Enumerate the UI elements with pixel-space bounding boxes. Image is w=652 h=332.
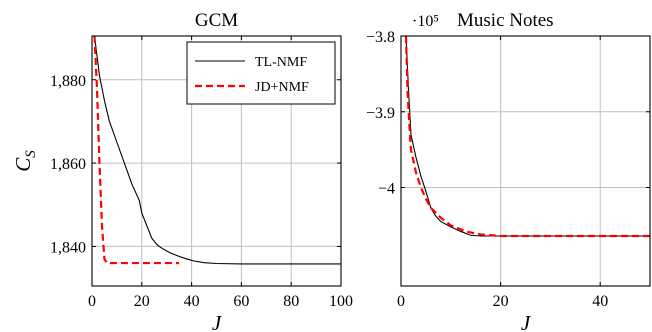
legend-label: JD+NMF <box>255 80 309 95</box>
legend-label: TL-NMF <box>255 55 307 70</box>
x-tick-label: 20 <box>134 293 150 310</box>
ticks-gcm: 0 20 40 60 80 100 1,840 1,860 1,880 <box>50 36 353 310</box>
legend-box <box>186 41 336 105</box>
chart-music-notes: 0 20 40 −3.8 −3.9 −4 Music Notes ·10⁵ J <box>366 10 651 332</box>
chart-title-music-notes: Music Notes <box>457 10 554 31</box>
x-tick-label: 0 <box>397 293 405 310</box>
chart-title-gcm: GCM <box>195 10 238 31</box>
y-tick-label: −3.8 <box>366 29 395 46</box>
y-tick-label: 1,880 <box>50 73 86 90</box>
x-tick-label: 40 <box>184 293 200 310</box>
series-group-gcm <box>93 35 341 265</box>
chart-gcm: 0 20 40 60 80 100 1,840 1,860 1,880 GCM J CS TL-… <box>11 10 353 332</box>
y-scale-factor-label: ·10⁵ <box>412 13 439 30</box>
y-axis-label-gcm: CS <box>11 150 39 172</box>
y-tick-label: −4 <box>378 181 395 198</box>
series-line-jd-nmf <box>404 35 650 238</box>
y-tick-label: 1,860 <box>50 156 86 173</box>
grid-music-notes <box>400 35 650 286</box>
plot-frame-music-notes <box>400 35 651 287</box>
x-tick-label: 100 <box>329 293 353 310</box>
y-tick-label: −3.9 <box>366 105 395 122</box>
ticks-music-notes: 0 20 40 −3.8 −3.9 −4 <box>366 29 650 310</box>
series-group-music-notes <box>404 35 650 238</box>
legend: TL-NMF JD+NMF <box>186 41 336 105</box>
series-line-tl-nmf <box>93 35 341 265</box>
x-tick-label: 20 <box>493 293 509 310</box>
x-axis-label-gcm: J <box>212 311 223 332</box>
y-tick-label: 1,840 <box>50 239 86 256</box>
plot-frame-gcm <box>91 35 342 287</box>
x-tick-label: 40 <box>592 293 608 310</box>
x-tick-label: 60 <box>233 293 249 310</box>
series-line-jd-nmf <box>93 35 180 265</box>
series-line-tl-nmf <box>405 35 650 237</box>
x-tick-label: 0 <box>88 293 96 310</box>
x-tick-label: 80 <box>283 293 299 310</box>
x-axis-label-music-notes: J <box>521 311 532 332</box>
